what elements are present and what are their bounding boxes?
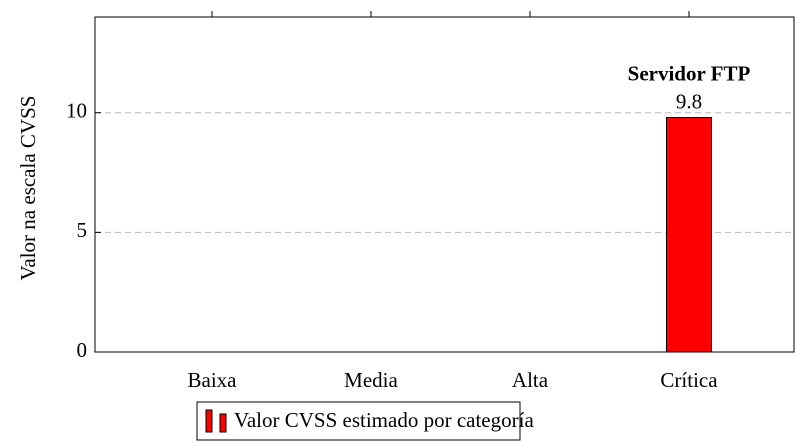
legend-swatch [205, 409, 213, 433]
legend-swatch [219, 413, 227, 433]
plot-frame [94, 16, 795, 353]
legend-label: Valor CVSS estimado por categoría [234, 408, 534, 432]
annotation: Servidor FTP [628, 61, 751, 85]
y-tick-label: 10 [66, 99, 87, 123]
x-tick-label: Crítica [660, 368, 718, 392]
bar [666, 117, 712, 353]
y-tick-label: 5 [77, 218, 88, 242]
x-tick-label: Baixa [188, 368, 238, 392]
y-tick-label: 0 [77, 338, 88, 362]
y-axis-label: Valor na escala CVSS [16, 96, 40, 281]
data-label: 9.8 [676, 89, 702, 113]
x-tick-label: Alta [512, 368, 549, 392]
x-tick-label: Media [344, 368, 398, 392]
legend-box [196, 401, 521, 441]
